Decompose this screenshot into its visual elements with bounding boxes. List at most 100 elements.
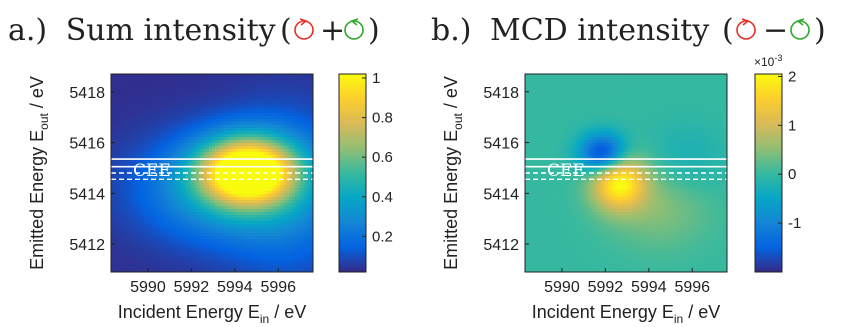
heatmap-cell bbox=[155, 80, 160, 84]
heatmap-cell bbox=[111, 227, 115, 231]
heatmap-cell bbox=[229, 236, 234, 240]
heatmap-cell bbox=[283, 230, 287, 234]
heatmap-cell bbox=[611, 83, 615, 87]
heatmap-cell bbox=[214, 227, 219, 231]
heatmap-cell bbox=[176, 164, 180, 168]
heatmap-cell bbox=[593, 80, 597, 84]
heatmap-cell bbox=[122, 161, 127, 165]
heatmap-cell bbox=[241, 191, 246, 195]
heatmap-cell bbox=[176, 143, 180, 147]
heatmap-cell bbox=[226, 254, 231, 258]
heatmap-cell bbox=[587, 83, 591, 87]
heatmap-cell bbox=[158, 251, 163, 255]
heatmap-cell bbox=[161, 101, 166, 105]
heatmap-cell bbox=[134, 197, 139, 201]
heatmap-cell bbox=[617, 83, 621, 87]
heatmap-cell bbox=[241, 203, 246, 207]
heatmap-cell bbox=[310, 200, 313, 204]
heatmap-cell bbox=[283, 185, 287, 189]
heatmap-cell bbox=[530, 77, 535, 81]
heatmap-cell bbox=[265, 140, 270, 144]
heatmap-cell bbox=[176, 113, 180, 117]
heatmap-cell bbox=[268, 221, 273, 225]
heatmap-cell bbox=[116, 176, 121, 180]
heatmap-cell bbox=[226, 110, 231, 114]
heatmap-cell bbox=[539, 83, 544, 87]
heatmap-cell bbox=[158, 254, 163, 258]
heatmap-cell bbox=[286, 191, 290, 195]
heatmap-cell bbox=[197, 239, 201, 243]
heatmap-cell bbox=[304, 92, 308, 96]
heatmap-cell bbox=[137, 242, 142, 246]
heatmap-cell bbox=[170, 137, 174, 141]
heatmap-cell bbox=[191, 92, 195, 96]
heatmap-cell bbox=[602, 86, 606, 90]
heatmap-cell bbox=[628, 83, 633, 87]
heatmap-cell bbox=[274, 98, 278, 102]
heatmap-cell bbox=[724, 77, 727, 81]
heatmap-cell bbox=[223, 209, 228, 213]
heatmap-cell bbox=[206, 98, 210, 102]
heatmap-cell bbox=[250, 113, 255, 117]
heatmap-cell bbox=[256, 176, 261, 180]
heatmap-cell bbox=[599, 89, 603, 93]
heatmap-cell bbox=[200, 257, 204, 261]
heatmap-cell bbox=[307, 182, 311, 186]
heatmap-cell bbox=[274, 230, 278, 234]
heatmap-cell bbox=[250, 173, 255, 177]
heatmap-cell bbox=[238, 92, 243, 96]
heatmap-cell bbox=[652, 86, 657, 90]
heatmap-cell bbox=[253, 80, 258, 84]
heatmap-cell bbox=[220, 101, 225, 105]
heatmap-cell bbox=[176, 107, 180, 111]
heatmap-cell bbox=[128, 137, 133, 141]
heatmap-cell bbox=[277, 194, 281, 198]
heatmap-cell bbox=[191, 197, 195, 201]
heatmap-cell bbox=[310, 149, 313, 153]
heatmap-cell bbox=[200, 233, 204, 237]
heatmap-cell bbox=[131, 125, 136, 129]
heatmap-cell bbox=[223, 233, 228, 237]
heatmap-cell bbox=[203, 239, 207, 243]
heatmap-cell bbox=[265, 161, 270, 165]
heatmap-cell bbox=[209, 104, 213, 108]
heatmap-cell bbox=[253, 182, 258, 186]
heatmap-cell bbox=[256, 263, 261, 267]
heatmap-cell bbox=[217, 125, 222, 129]
heatmap-cell bbox=[182, 185, 186, 189]
heatmap-cell bbox=[182, 227, 186, 231]
heatmap-cell bbox=[292, 110, 296, 114]
heatmap-cell bbox=[167, 191, 172, 195]
heatmap-cell bbox=[149, 128, 154, 132]
heatmap-cell bbox=[563, 77, 568, 81]
heatmap-cell bbox=[283, 179, 287, 183]
heatmap-cell bbox=[274, 245, 278, 249]
heatmap-cell bbox=[122, 140, 127, 144]
heatmap-cell bbox=[212, 260, 216, 264]
heatmap-cell bbox=[197, 212, 201, 216]
heatmap-cell bbox=[158, 131, 163, 135]
heatmap-cell bbox=[161, 215, 166, 219]
heatmap-cell bbox=[295, 80, 299, 84]
heatmap-cell bbox=[590, 74, 594, 78]
heatmap-cell bbox=[599, 74, 603, 78]
heatmap-cell bbox=[179, 224, 183, 228]
heatmap-cell bbox=[167, 227, 172, 231]
heatmap-cell bbox=[298, 188, 302, 192]
heatmap-cell bbox=[173, 260, 177, 264]
heatmap-cell bbox=[119, 149, 124, 153]
heatmap-cell bbox=[188, 161, 192, 165]
heatmap-cell bbox=[111, 236, 115, 240]
heatmap-cell bbox=[247, 194, 252, 198]
heatmap-cell bbox=[289, 101, 293, 105]
heatmap-cell bbox=[185, 239, 189, 243]
heatmap-cell bbox=[238, 200, 243, 204]
heatmap-cell bbox=[170, 242, 174, 246]
heatmap-cell bbox=[194, 125, 198, 129]
heatmap-cell bbox=[164, 95, 169, 99]
heatmap-cell bbox=[298, 218, 302, 222]
heatmap-cell bbox=[310, 239, 313, 243]
heatmap-cell bbox=[271, 266, 275, 270]
heatmap-cell bbox=[161, 230, 166, 234]
heatmap-cell bbox=[250, 146, 255, 150]
